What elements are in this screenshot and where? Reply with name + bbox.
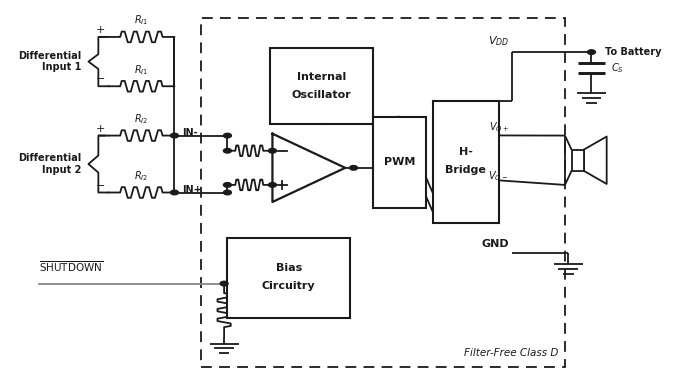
Text: IN+: IN+ bbox=[182, 185, 202, 195]
Text: H-: H- bbox=[459, 147, 473, 157]
Circle shape bbox=[223, 190, 232, 195]
Circle shape bbox=[269, 149, 276, 153]
Bar bbox=[433, 101, 499, 223]
Text: $R_{I1}$: $R_{I1}$ bbox=[134, 63, 148, 77]
Circle shape bbox=[220, 281, 228, 286]
Circle shape bbox=[588, 50, 596, 54]
Circle shape bbox=[223, 149, 232, 153]
Text: $V_{O+}$: $V_{O+}$ bbox=[489, 120, 508, 134]
Text: Circuitry: Circuitry bbox=[262, 281, 315, 291]
Circle shape bbox=[223, 133, 232, 138]
Text: Differential
Input 2: Differential Input 2 bbox=[18, 153, 82, 175]
Text: Oscillator: Oscillator bbox=[292, 90, 351, 100]
Bar bbox=[227, 238, 350, 318]
Text: +: + bbox=[95, 124, 105, 134]
Text: $V_{O-}$: $V_{O-}$ bbox=[488, 169, 508, 183]
Bar bbox=[373, 117, 426, 208]
Circle shape bbox=[269, 182, 276, 187]
Bar bbox=[571, 150, 584, 171]
Text: $R_{I2}$: $R_{I2}$ bbox=[134, 112, 148, 126]
Circle shape bbox=[223, 182, 232, 187]
Text: $\overline{\mathrm{SHUTDOWN}}$: $\overline{\mathrm{SHUTDOWN}}$ bbox=[39, 259, 103, 274]
Text: $R_{I1}$: $R_{I1}$ bbox=[134, 13, 148, 27]
Text: PWM: PWM bbox=[384, 157, 415, 167]
Bar bbox=[201, 18, 565, 367]
Circle shape bbox=[171, 133, 179, 138]
Circle shape bbox=[349, 166, 357, 170]
Text: Differential
Input 1: Differential Input 1 bbox=[18, 51, 82, 72]
Text: Filter-Free Class D: Filter-Free Class D bbox=[464, 348, 559, 358]
Text: Bridge: Bridge bbox=[445, 165, 486, 175]
Text: $C_S$: $C_S$ bbox=[611, 61, 624, 75]
Text: GND: GND bbox=[481, 239, 508, 249]
Circle shape bbox=[171, 190, 179, 195]
Text: IN-: IN- bbox=[182, 128, 198, 138]
Text: $R_{I2}$: $R_{I2}$ bbox=[134, 169, 148, 183]
Text: −: − bbox=[95, 74, 105, 84]
Text: Bias: Bias bbox=[276, 263, 302, 273]
Text: +: + bbox=[95, 25, 105, 35]
Text: To Battery: To Battery bbox=[605, 47, 661, 57]
Text: $V_{DD}$: $V_{DD}$ bbox=[487, 35, 508, 48]
Text: Internal: Internal bbox=[297, 72, 347, 82]
Bar bbox=[270, 48, 373, 124]
Text: −: − bbox=[95, 181, 105, 191]
